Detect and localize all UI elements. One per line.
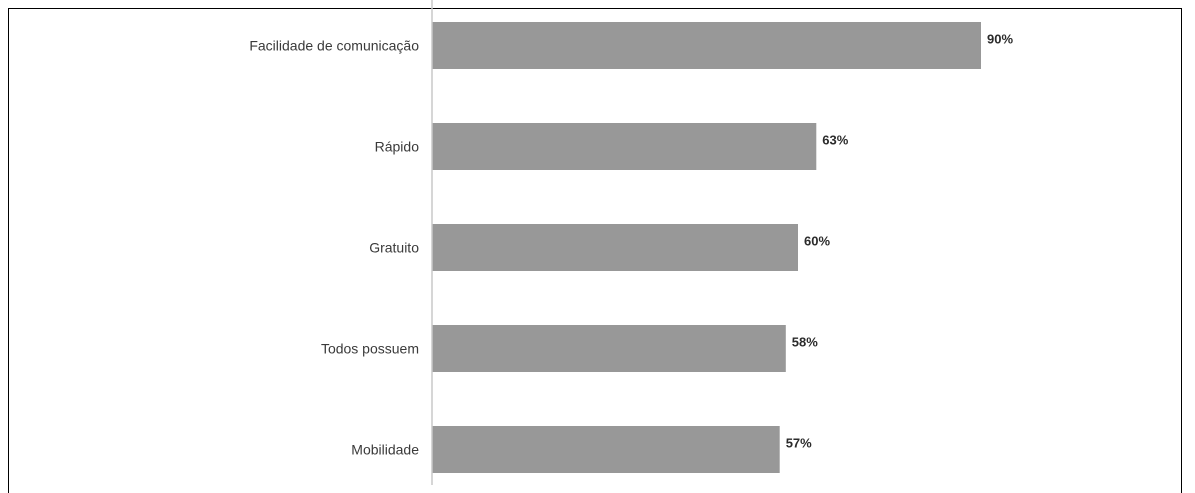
bar (432, 22, 981, 69)
bar (432, 426, 780, 473)
bar (432, 325, 786, 372)
bar (432, 123, 817, 170)
value-label: 90% (987, 32, 1013, 47)
category-label: Facilidade de comunicação (249, 38, 419, 54)
category-label: Mobilidade (351, 442, 419, 458)
category-label: Rápido (375, 139, 420, 155)
category-label: Todos possuem (321, 341, 419, 357)
bar (432, 224, 798, 271)
value-label: 63% (822, 133, 848, 148)
value-label: 60% (804, 234, 830, 249)
category-label: Gratuito (369, 240, 419, 256)
value-label: 57% (786, 436, 812, 451)
value-label: 58% (792, 335, 818, 350)
bars-layer: Facilidade de comunicação 90% Rápido 63% Gra… (249, 22, 1013, 473)
chart-frame (8, 8, 1182, 493)
